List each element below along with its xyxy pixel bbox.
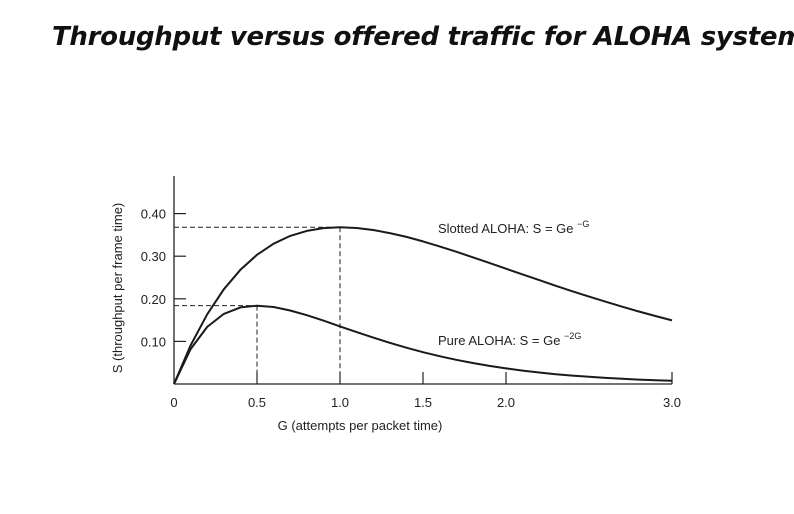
pure-aloha-label: Pure ALOHA: S = Ge −2G <box>438 331 581 348</box>
x-tick-label: 1.5 <box>414 395 432 410</box>
y-tick-label: 0.10 <box>141 334 166 349</box>
y-tick-label: 0.30 <box>141 249 166 264</box>
y-tick-label: 0.20 <box>141 292 166 307</box>
curves <box>173 226 673 385</box>
x-tick-label: 1.0 <box>331 395 349 410</box>
slotted-aloha-label-exponent: −G <box>577 219 589 229</box>
x-tick-label: 0 <box>170 395 177 410</box>
pure-aloha-curve <box>173 304 673 385</box>
pure-aloha-label-text: Pure ALOHA: S = Ge <box>438 333 560 348</box>
pure-aloha-label-exponent: −2G <box>564 331 581 341</box>
y-axis-label: S (throughput per frame time) <box>110 203 125 374</box>
slide-title: Throughput versus offered traffic for AL… <box>52 22 794 52</box>
peak-guides <box>174 226 341 384</box>
y-tick-label: 0.40 <box>141 207 166 222</box>
y-ticks: 0.10 0.20 0.30 0.40 <box>141 207 186 349</box>
slotted-aloha-label-text: Slotted ALOHA: S = Ge <box>438 221 574 236</box>
x-tick-label: 2.0 <box>497 395 515 410</box>
slotted-aloha-curve <box>173 226 673 385</box>
x-ticks: 0 0.5 1.0 1.5 2.0 3.0 <box>170 372 681 410</box>
x-tick-label: 0.5 <box>248 395 266 410</box>
x-tick-label: 3.0 <box>663 395 681 410</box>
slotted-aloha-label: Slotted ALOHA: S = Ge −G <box>438 219 589 236</box>
x-axis-label: G (attempts per packet time) <box>278 418 443 433</box>
